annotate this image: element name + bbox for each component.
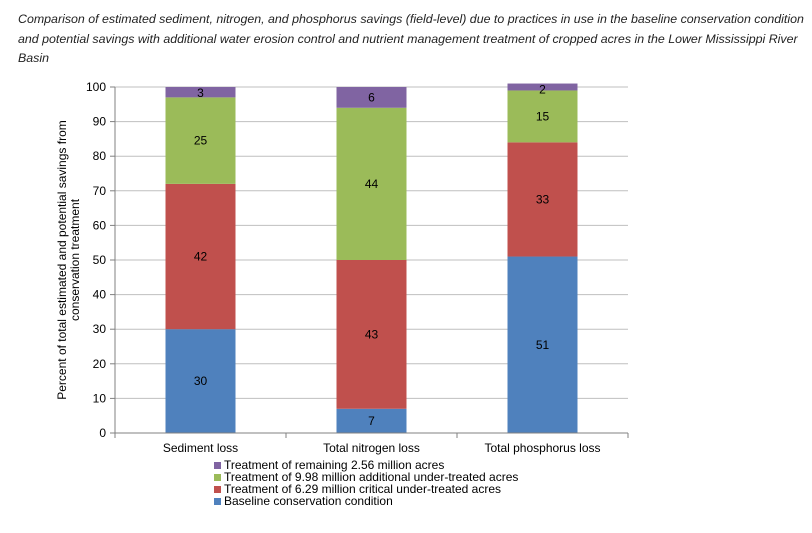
- y-tick-label: 100: [86, 80, 106, 94]
- bar-segment: [165, 329, 236, 433]
- data-label: 43: [365, 327, 379, 341]
- data-label: 42: [194, 250, 208, 264]
- data-label: 15: [536, 109, 550, 123]
- bar-segment: [507, 83, 578, 91]
- x-tick-label: Sediment loss: [163, 441, 238, 455]
- y-tick-label: 30: [93, 322, 107, 336]
- bar-segment: [165, 97, 236, 184]
- bar-segment: [507, 142, 578, 257]
- y-tick-label: 50: [93, 253, 107, 267]
- legend-label: Treatment of remaining 2.56 million acre…: [224, 458, 444, 472]
- legend-label: Treatment of 9.98 million additional und…: [224, 470, 518, 484]
- data-label: 7: [368, 414, 375, 428]
- y-tick-label: 40: [93, 288, 107, 302]
- legend-swatch: [214, 486, 221, 493]
- bar-segment: [336, 408, 407, 433]
- y-tick-label: 80: [93, 149, 107, 163]
- data-label: 3: [197, 86, 204, 100]
- bar-segment: [165, 87, 236, 98]
- data-label: 6: [368, 90, 375, 104]
- legend-label: Treatment of 6.29 million critical under…: [224, 482, 501, 496]
- axes: [114, 87, 628, 434]
- y-tick-label: 90: [93, 115, 107, 129]
- legend-swatch: [214, 498, 221, 505]
- bars: 30 42 25 3 7 43 44 6 51 33 15 2: [165, 83, 578, 433]
- legend-swatch: [214, 462, 221, 469]
- bar-segment: [507, 90, 578, 143]
- bar-segment: [336, 107, 407, 260]
- y-axis-ticks: 0 10 20 30 40 50 60 70 80 90 100: [86, 80, 115, 440]
- data-label: 44: [365, 177, 379, 191]
- x-axis-ticks: Sediment loss Total nitrogen loss Total ph…: [114, 433, 629, 455]
- data-label: 30: [194, 374, 208, 388]
- y-tick-label: 60: [93, 218, 107, 232]
- data-label: 2: [539, 83, 546, 97]
- y-axis-label-line: Percent of total estimated and potential…: [55, 120, 69, 400]
- y-tick-label: 10: [93, 391, 107, 405]
- bar-segment: [336, 260, 407, 409]
- data-label: 25: [194, 134, 208, 148]
- y-tick-label: 70: [93, 184, 107, 198]
- legend-swatch: [214, 474, 221, 481]
- y-axis-label-line: conservation treatment: [68, 198, 82, 321]
- bar-segment: [165, 183, 236, 330]
- bar-segment: [336, 87, 407, 108]
- legend: Treatment of remaining 2.56 million acre…: [214, 458, 518, 508]
- legend-label: Baseline conservation condition: [224, 494, 393, 508]
- data-label: 33: [536, 192, 550, 206]
- data-label: 51: [536, 338, 550, 352]
- chart-title: Comparison of estimated sediment, nitrog…: [18, 12, 804, 65]
- y-tick-label: 20: [93, 357, 107, 371]
- bar-segment: [507, 256, 578, 433]
- x-tick-label: Total nitrogen loss: [323, 441, 420, 455]
- y-axis-label: Percent of total estimated and potential…: [55, 120, 82, 400]
- x-tick-label: Total phosphorus loss: [484, 441, 600, 455]
- y-tick-label: 0: [99, 426, 106, 440]
